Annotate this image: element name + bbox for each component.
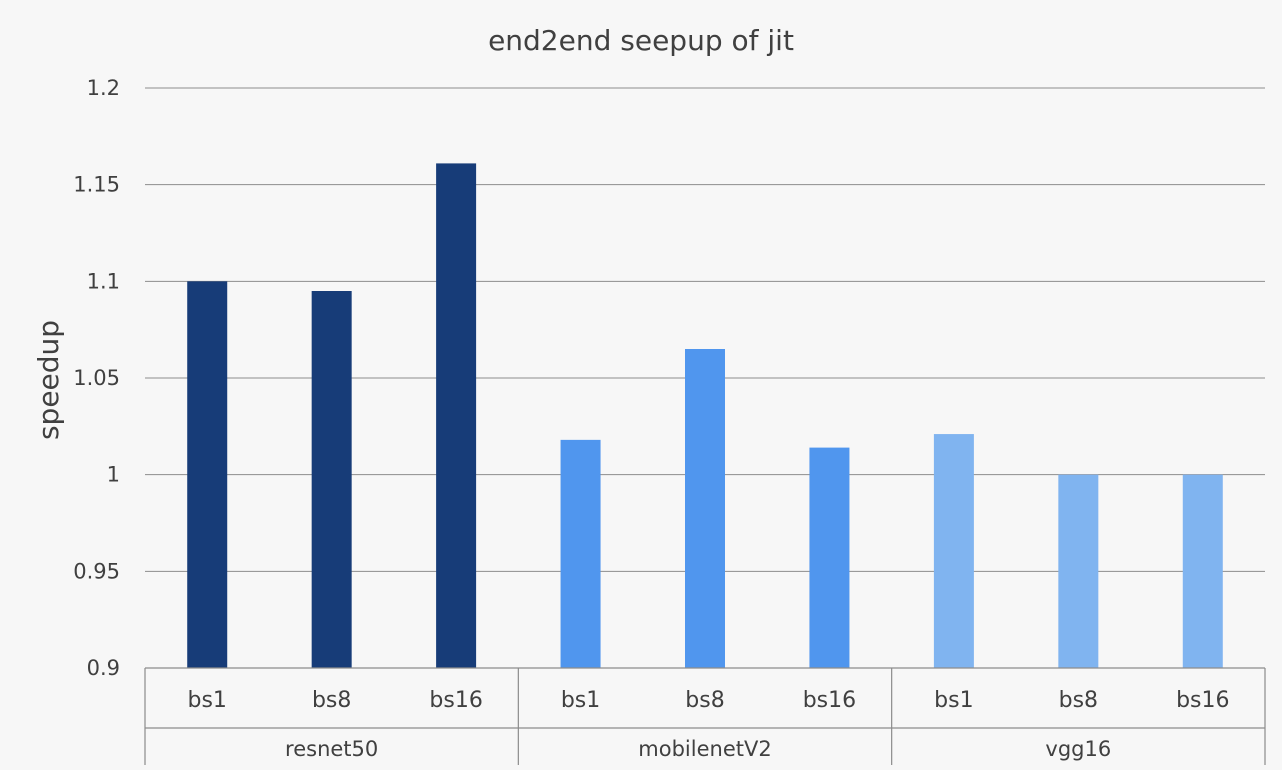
y-tick-label: 0.95	[73, 559, 120, 583]
y-tick-label: 1	[107, 463, 120, 487]
group-label-vgg16: vgg16	[1045, 737, 1111, 761]
y-axis-label: speedup	[32, 320, 65, 440]
x-axis	[144, 667, 1266, 765]
bar-mobilenetV2-bs16	[809, 447, 850, 668]
y-tick-label: 1.2	[87, 76, 120, 100]
x-tick-label: bs16	[429, 688, 482, 713]
bar-vgg16-bs1	[933, 434, 974, 668]
x-tick-label: bs16	[803, 688, 856, 713]
x-tick-label: bs8	[1059, 688, 1098, 713]
y-tick-label: 0.9	[87, 656, 120, 680]
bar-vgg16-bs16	[1182, 474, 1223, 668]
y-tick-label: 1.05	[73, 366, 120, 390]
bars	[187, 163, 1223, 668]
y-tick-label: 1.1	[87, 269, 120, 293]
x-tick-label: bs8	[685, 688, 724, 713]
bar-mobilenetV2-bs1	[560, 439, 601, 668]
x-tick-label: bs1	[188, 688, 227, 713]
chart-title: end2end seepup of jit	[488, 24, 794, 57]
y-tick-label: 1.15	[73, 173, 120, 197]
x-tick-label: bs1	[934, 688, 973, 713]
x-tick-label: bs8	[312, 688, 351, 713]
group-label-mobilenetV2: mobilenetV2	[638, 737, 771, 761]
bar-resnet50-bs1	[187, 281, 228, 668]
bar-vgg16-bs8	[1058, 474, 1099, 668]
x-tick-label: bs1	[561, 688, 600, 713]
bar-resnet50-bs8	[311, 291, 352, 668]
group-label-resnet50: resnet50	[285, 737, 378, 761]
y-axis-ticks: 0.9 0.95 1 1.05 1.1 1.15 1.2	[73, 76, 120, 680]
x-tick-label: bs16	[1176, 688, 1229, 713]
bar-resnet50-bs16	[436, 163, 477, 668]
x-axis-ticks: bs1 bs8 bs16 resnet50 bs1 bs8 bs16 mobilenetV2 b…	[188, 688, 1230, 761]
bar-mobilenetV2-bs8	[685, 349, 725, 668]
